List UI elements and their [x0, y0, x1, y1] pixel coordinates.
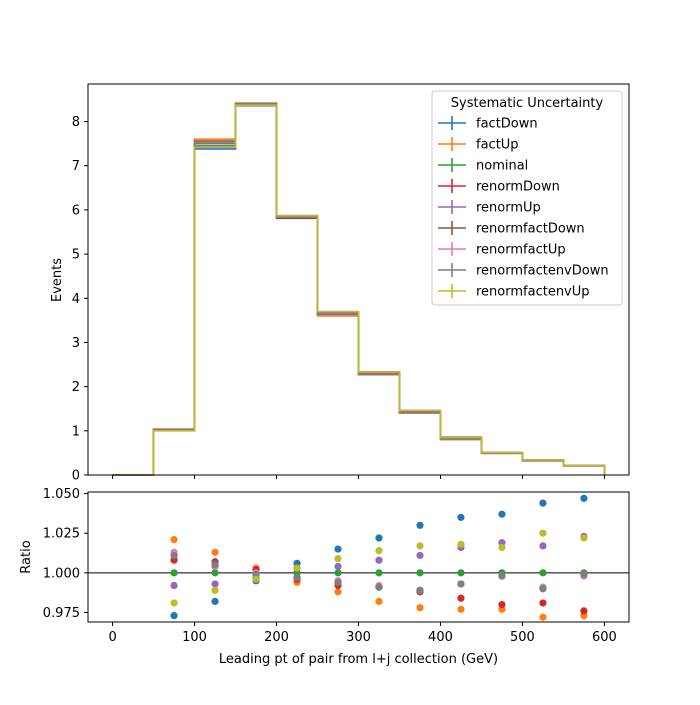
legend-label-renormUp: renormUp	[476, 201, 541, 216]
ratio-point-factUp	[457, 605, 465, 613]
x-tick-label-200: 200	[264, 630, 289, 645]
y-tick-label-4: 4	[72, 292, 80, 307]
ratio-point-renormfactenvUp	[416, 542, 424, 550]
ratio-point-renormDown	[539, 599, 547, 607]
x-tick-label-600: 600	[592, 630, 617, 645]
y-tick-label-8: 8	[72, 115, 80, 130]
legend-label-renormfactUp: renormfactUp	[476, 243, 566, 258]
y-tick-label-7: 7	[72, 159, 80, 174]
ratio-point-nominal	[416, 569, 424, 577]
series-step-renormfactenvUp	[112, 104, 606, 476]
ratio-point-renormfactenvUp	[375, 547, 383, 555]
ratio-point-renormfactenvDown	[416, 586, 424, 594]
ratio-point-renormDown	[498, 600, 506, 609]
ratio-panel: 0.975 1.000 1.025 1.050 0 100 200 300 400 500 600	[43, 487, 630, 645]
legend-label-factDown: factDown	[476, 117, 538, 132]
ratio-point-renormfactenvDown	[457, 580, 465, 588]
ratio-point-renormfactenvUp	[252, 575, 260, 583]
ratio-point-renormfactenvDown	[539, 585, 547, 593]
ratio-point-nominal	[539, 569, 547, 577]
ratio-point-renormfactenvDown	[334, 578, 342, 586]
ratio-point-renormfactenvUp	[334, 554, 342, 563]
ratio-y-tick-label-2: 1.025	[43, 527, 80, 542]
ratio-point-nominal	[334, 569, 342, 577]
ratio-point-factUp	[334, 588, 342, 596]
ratio-point-factUp	[211, 548, 219, 556]
ratio-point-factDown	[416, 521, 424, 529]
y-tick-label-6: 6	[72, 203, 80, 218]
ratio-point-nominal	[457, 569, 465, 577]
histogram-panel: 0 1 2 3 4 5 6 7 8	[72, 83, 630, 484]
y-tick-label-2: 2	[72, 380, 80, 395]
legend-box	[431, 90, 623, 306]
ratio-point-renormfactenvDown	[170, 551, 178, 560]
ratio-point-renormUp	[416, 551, 424, 560]
ratio-point-renormfactenvDown	[375, 583, 383, 591]
ratio-point-factDown	[457, 513, 465, 521]
ratio-point-renormfactenvUp	[498, 543, 506, 552]
y-tick-label-3: 3	[72, 336, 80, 351]
ratio-y-tick-label-0: 0.975	[43, 606, 80, 621]
ratio-point-renormfactenvUp	[211, 586, 219, 594]
ratio-point-renormUp	[170, 581, 178, 590]
ratio-point-renormUp	[539, 542, 547, 550]
ratio-point-factDown	[580, 494, 588, 502]
ratio-point-renormUp	[375, 556, 383, 564]
ratio-point-renormUp	[211, 580, 219, 588]
y-tick-label-1: 1	[72, 424, 80, 439]
x-tick-label-0: 0	[108, 630, 116, 645]
ratio-point-nominal	[211, 569, 219, 577]
ratio-point-renormfactenvUp	[170, 599, 178, 607]
ratio-point-renormfactenvUp	[539, 529, 547, 537]
ratio-point-factUp	[539, 613, 547, 621]
ratio-point-renormUp	[334, 562, 342, 571]
ratio-point-renormfactenvUp	[293, 564, 301, 572]
ratio-point-factDown	[170, 612, 178, 620]
ratio-point-factDown	[539, 499, 547, 507]
legend-label-renormfactDown: renormfactDown	[476, 222, 585, 237]
ratio-point-renormfactenvDown	[498, 572, 506, 580]
ratio-point-renormfactenvUp	[580, 534, 588, 542]
legend-label-renormDown: renormDown	[476, 180, 560, 195]
ratio-point-nominal	[375, 569, 383, 577]
legend-label-nominal: nominal	[476, 159, 528, 174]
ratio-point-factUp	[170, 535, 178, 544]
ratio-point-renormDown	[580, 607, 588, 615]
ratio-point-factDown	[334, 545, 342, 553]
ratio-point-nominal	[170, 569, 178, 577]
ratio-point-factDown	[375, 534, 383, 542]
ratio-point-renormfactenvDown	[211, 561, 219, 569]
legend-label-renormfactenvUp: renormfactenvUp	[476, 285, 590, 300]
x-tick-label-300: 300	[346, 630, 371, 645]
legend-title: Systematic Uncertainty	[451, 96, 604, 111]
x-tick-label-500: 500	[510, 630, 535, 645]
y-tick-label-0: 0	[72, 469, 80, 484]
ratio-point-factUp	[416, 604, 424, 612]
legend-label-factUp: factUp	[476, 138, 519, 153]
x-tick-label-100: 100	[182, 630, 207, 645]
ratio-point-renormfactenvDown	[580, 570, 588, 579]
ratio-point-renormfactenvUp	[457, 540, 465, 548]
legend: Systematic Uncertainty factDown factUp nomi…	[431, 90, 623, 306]
ratio-point-factUp	[375, 597, 383, 605]
ratio-point-factDown	[211, 597, 219, 605]
x-axis-label: Leading pt of pair from l+j collection (…	[219, 652, 498, 667]
legend-label-renormfactenvDown: renormfactenvDown	[476, 264, 609, 279]
top-y-axis-label: Events	[50, 258, 65, 302]
y-tick-label-5: 5	[72, 248, 80, 263]
ratio-y-tick-label-1: 1.000	[43, 566, 80, 581]
ratio-point-factDown	[498, 510, 506, 518]
x-tick-label-400: 400	[428, 630, 453, 645]
bottom-plot-frame	[87, 491, 630, 623]
ratio-y-tick-label-3: 1.050	[43, 487, 80, 502]
ratio-point-renormDown	[457, 594, 465, 602]
ratio-point-renormfactenvDown	[293, 574, 301, 582]
bottom-y-axis-label: Ratio	[19, 540, 34, 573]
